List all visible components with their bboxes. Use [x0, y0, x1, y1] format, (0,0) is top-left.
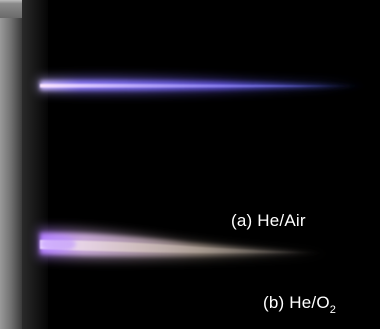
label-he-o2: (b) He/O2: [263, 293, 337, 316]
plume-he-o2: [38, 227, 340, 261]
label-he-o2-main: (b) He/O: [263, 293, 330, 312]
label-he-air: (a) He/Air: [231, 211, 306, 230]
left-edge-mount: [0, 0, 22, 329]
label-he-o2-subscript: 2: [329, 304, 337, 316]
plume-he-air: [38, 76, 372, 94]
electrode-bar: [22, 0, 48, 329]
